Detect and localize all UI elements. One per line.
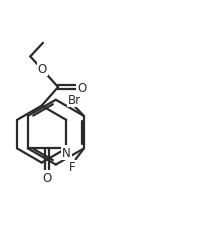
- Text: Br: Br: [68, 93, 81, 106]
- Text: F: F: [69, 161, 75, 174]
- Text: O: O: [77, 81, 86, 94]
- Text: O: O: [42, 171, 52, 184]
- Text: O: O: [37, 63, 47, 76]
- Text: N: N: [62, 146, 71, 159]
